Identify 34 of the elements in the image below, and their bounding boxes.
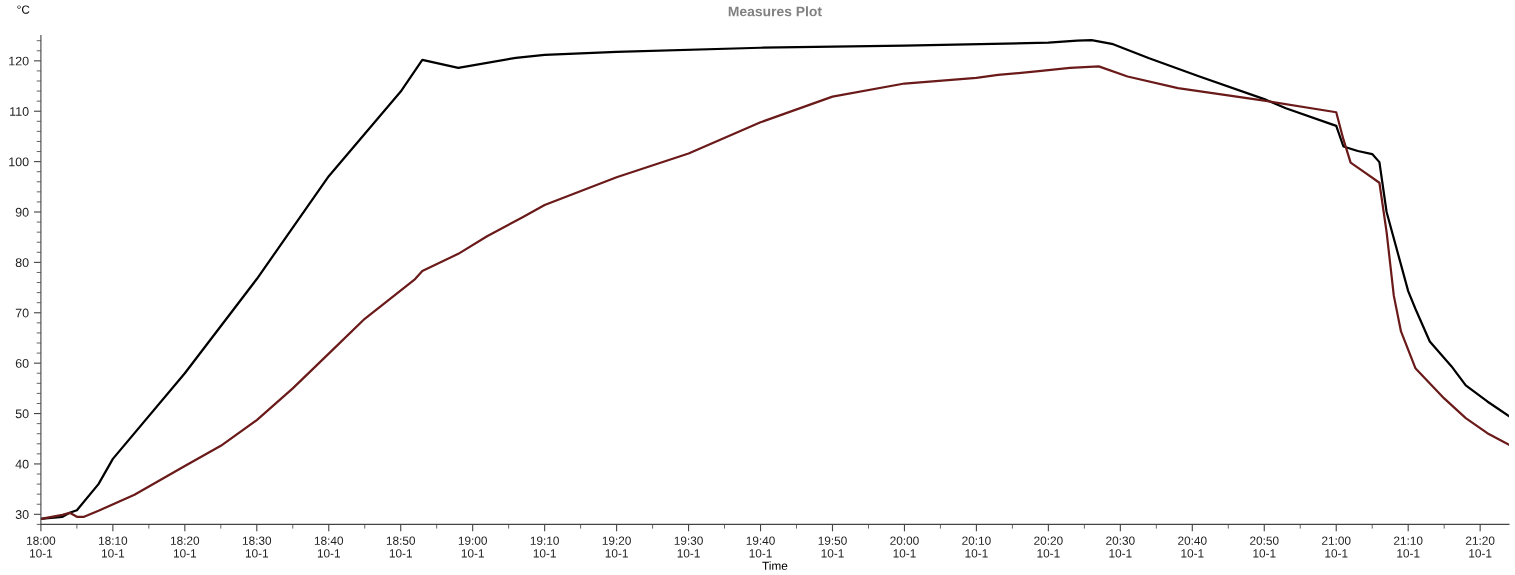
x-tick-label: 20:30 10-1	[1106, 536, 1135, 558]
x-tick-label: 20:20 10-1	[1034, 536, 1063, 558]
y-tick-label: 50	[15, 409, 29, 419]
y-tick-label: 80	[15, 258, 29, 268]
chart-title: Measures Plot	[728, 6, 822, 17]
x-tick-label: 19:20 10-1	[602, 536, 631, 558]
x-tick-label: 18:30 10-1	[242, 536, 272, 558]
y-tick-label: 90	[15, 207, 29, 217]
y-tick-label: 40	[15, 459, 29, 469]
y-tick-label: 30	[15, 510, 29, 519]
x-tick-label: 21:20 10-1	[1465, 536, 1495, 558]
x-tick-label: 20:10 10-1	[962, 536, 991, 558]
x-tick-label: 18:20 10-1	[170, 536, 200, 558]
y-tick-label: 110	[10, 107, 29, 116]
y-axis-title: °C	[17, 5, 30, 14]
x-tick-label: 19:50 10-1	[818, 536, 847, 558]
x-tick-label: 19:00 10-1	[458, 536, 487, 558]
x-tick-label: 19:10 10-1	[530, 536, 559, 558]
x-tick-label: 21:00 10-1	[1322, 536, 1351, 558]
y-tick-label: 120	[9, 56, 29, 66]
x-tick-label: 20:40 10-1	[1178, 536, 1207, 558]
x-axis-title: Time	[762, 561, 788, 570]
x-tick-label: 18:00 10-1	[27, 536, 56, 558]
y-tick-label: 70	[15, 308, 29, 318]
x-tick-label: 18:10 10-1	[99, 536, 128, 558]
x-tick-label: 20:00 10-1	[890, 536, 919, 558]
x-tick-label: 20:50 10-1	[1250, 536, 1279, 558]
x-tick-label: 19:40 10-1	[746, 536, 775, 558]
y-tick-label: 60	[15, 358, 29, 368]
x-tick-label: 21:10 10-1	[1394, 536, 1423, 558]
y-tick-label: 100	[9, 157, 29, 167]
x-tick-label: 19:30 10-1	[674, 536, 703, 558]
x-tick-label: 18:50 10-1	[386, 536, 416, 558]
x-tick-label: 18:40 10-1	[314, 536, 344, 558]
